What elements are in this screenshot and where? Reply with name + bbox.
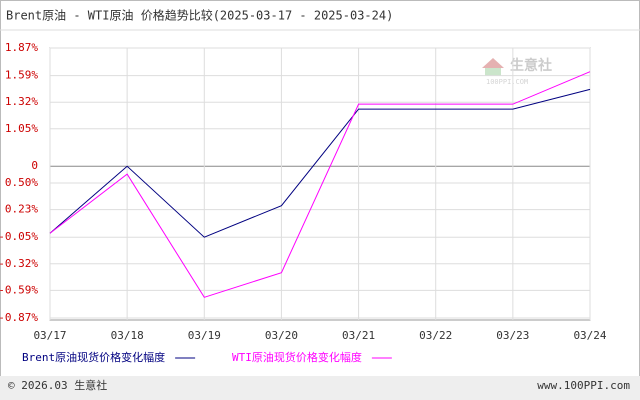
series-line xyxy=(49,88,591,238)
footer-bar xyxy=(0,376,640,400)
y-tick-label: -0.59% xyxy=(0,283,38,296)
y-tick-label: 1.59% xyxy=(5,69,38,82)
footer-left: © 2026.03 生意社 xyxy=(8,378,107,392)
y-tick-label: -0.05% xyxy=(0,230,38,243)
y-tick-label: 1.05% xyxy=(5,122,38,135)
chart-title: Brent原油 - WTI原油 价格趋势比较(2025-03-17 - 2025… xyxy=(6,8,393,23)
y-tick-label: 0.50% xyxy=(5,176,38,189)
x-tick-label: 03/22 xyxy=(419,329,452,342)
x-tick-label: 03/24 xyxy=(573,329,606,342)
y-tick-label: -0.87% xyxy=(0,311,38,324)
x-tick-label: 03/17 xyxy=(33,329,66,342)
x-tick-label: 03/20 xyxy=(265,329,298,342)
y-tick-label: 1.87% xyxy=(5,41,38,54)
y-tick-label: 1.32% xyxy=(5,95,38,108)
x-tick-label: 03/18 xyxy=(111,329,144,342)
y-tick-label: -0.32% xyxy=(0,257,38,270)
watermark: 生意社 100PPI.COM xyxy=(482,57,552,86)
watermark-url: 100PPI.COM xyxy=(486,78,528,86)
watermark-logo xyxy=(482,58,504,68)
x-tick-label: 03/19 xyxy=(188,329,221,342)
footer-right: www.100PPI.com xyxy=(537,379,630,392)
y-tick-label: 0 xyxy=(31,159,38,172)
legend-label: Brent原油现货价格变化幅度 xyxy=(22,350,165,364)
x-tick-label: 03/21 xyxy=(342,329,375,342)
x-tick-label: 03/23 xyxy=(496,329,529,342)
legend-label: WTI原油现货价格变化幅度 xyxy=(232,350,362,364)
y-tick-label: 0.23% xyxy=(5,203,38,216)
series-line xyxy=(49,71,591,298)
watermark-logo xyxy=(485,68,501,76)
watermark-text: 生意社 xyxy=(510,57,552,74)
